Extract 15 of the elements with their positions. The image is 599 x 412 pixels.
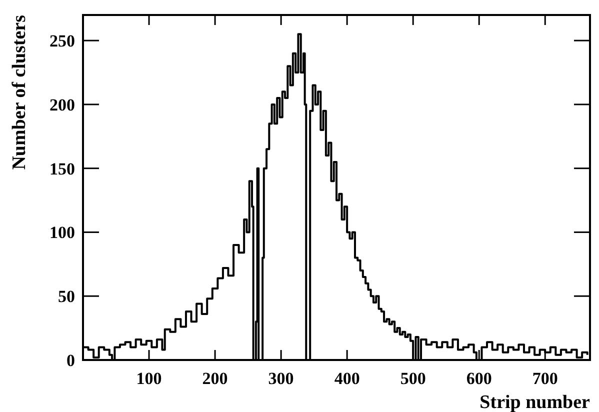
x-tick-label: 600	[466, 369, 492, 388]
y-tick-label: 250	[50, 32, 75, 51]
y-tick-label: 200	[50, 95, 75, 114]
x-axis-title: Strip number	[480, 392, 591, 412]
y-tick-label: 150	[50, 159, 75, 178]
x-tick-label: 400	[334, 369, 360, 388]
x-tick-label: 700	[532, 369, 558, 388]
x-tick-label: 300	[268, 369, 294, 388]
x-tick-label: 500	[400, 369, 426, 388]
y-axis-title: Number of clusters	[9, 15, 30, 170]
y-tick-label: 0	[66, 351, 75, 370]
x-tick-label: 100	[136, 369, 162, 388]
y-tick-label: 50	[58, 287, 75, 306]
x-tick-label: 200	[202, 369, 228, 388]
y-tick-label: 100	[50, 223, 75, 242]
